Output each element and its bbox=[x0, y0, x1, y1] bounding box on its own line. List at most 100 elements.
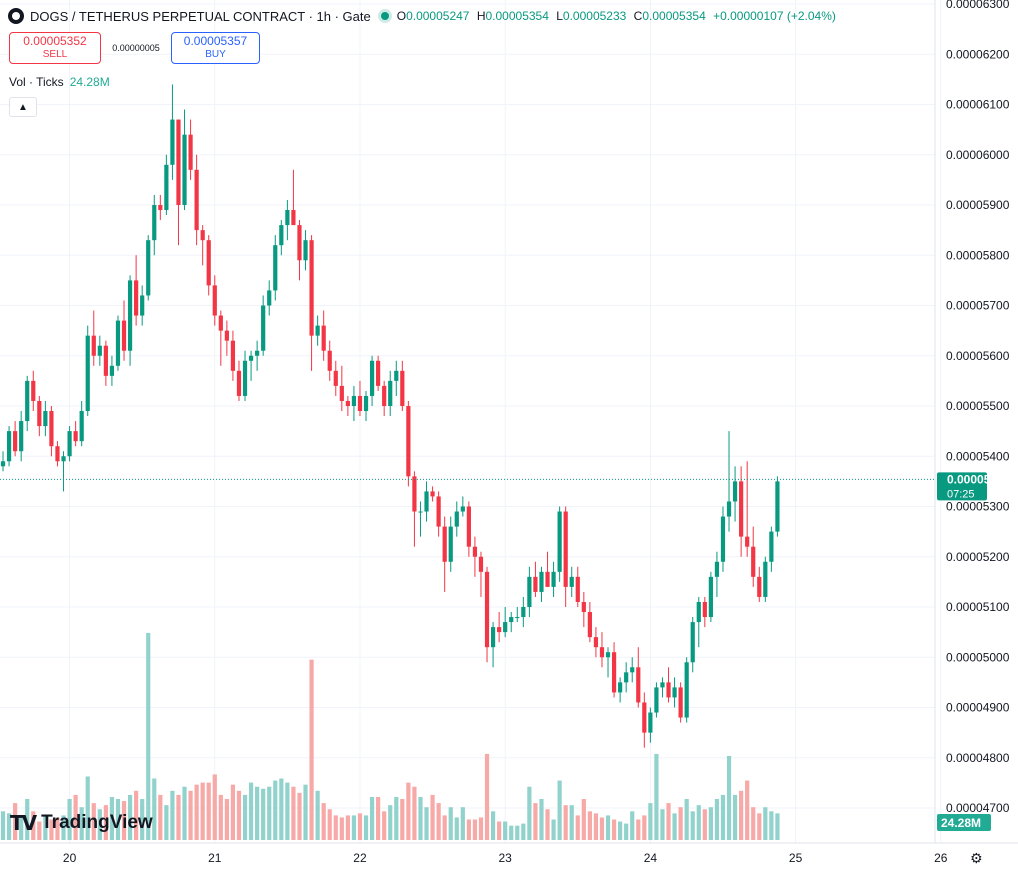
volume-bar bbox=[158, 794, 163, 840]
volume-bar bbox=[97, 809, 102, 840]
candle-body bbox=[757, 576, 762, 597]
candle bbox=[97, 335, 102, 366]
volume-bar bbox=[261, 788, 266, 840]
candle-body bbox=[279, 225, 284, 246]
volume-bar bbox=[702, 809, 707, 840]
candle-body bbox=[206, 240, 211, 286]
candle bbox=[109, 355, 115, 386]
collapse-legend-button[interactable]: ▲ bbox=[9, 97, 37, 117]
candle-body bbox=[218, 315, 223, 331]
candle-body bbox=[327, 350, 332, 371]
volume-bar bbox=[388, 805, 393, 840]
volume-legend[interactable]: Vol · Ticks 24.28M bbox=[9, 75, 110, 89]
buy-price: 0.00005357 bbox=[183, 34, 248, 48]
volume-bar bbox=[533, 803, 538, 840]
candle-body bbox=[611, 652, 617, 693]
volume-bar bbox=[19, 817, 24, 840]
candle-body bbox=[351, 395, 357, 406]
volume-bar bbox=[503, 821, 508, 840]
candle-body bbox=[382, 385, 387, 406]
candle bbox=[732, 466, 738, 522]
candle-body bbox=[61, 456, 66, 462]
candle bbox=[702, 596, 707, 628]
tradingview-logo[interactable]: TV TradingView bbox=[10, 811, 153, 835]
candle bbox=[291, 169, 296, 226]
price-tick-label: 0.00006200 bbox=[946, 47, 1010, 61]
candle bbox=[382, 380, 387, 417]
candle bbox=[140, 285, 145, 326]
candle bbox=[539, 566, 544, 602]
candle-body bbox=[702, 601, 707, 618]
candle-body bbox=[255, 350, 260, 356]
candle-body bbox=[164, 164, 169, 211]
candle bbox=[158, 194, 163, 221]
candle bbox=[43, 400, 48, 437]
time-tick-label: 20 bbox=[63, 851, 77, 865]
candle bbox=[611, 642, 617, 698]
volume-bar bbox=[678, 807, 683, 840]
candle bbox=[424, 481, 429, 522]
volume-bar bbox=[569, 805, 574, 840]
volume-bar bbox=[751, 807, 756, 840]
candle bbox=[267, 280, 272, 316]
candle-body bbox=[285, 210, 290, 226]
time-tick-label: 25 bbox=[789, 851, 803, 865]
candle-body bbox=[696, 601, 701, 623]
volume-bar bbox=[339, 817, 344, 840]
sell-button[interactable]: 0.00005352 SELL bbox=[9, 32, 101, 64]
volume-bar bbox=[127, 794, 133, 840]
volume-bar bbox=[109, 796, 115, 840]
price-tick-label: 0.00005000 bbox=[946, 650, 1010, 664]
volume-bar bbox=[636, 819, 641, 840]
candle bbox=[551, 561, 556, 597]
candle bbox=[103, 340, 108, 386]
candle-body bbox=[412, 476, 417, 512]
candle bbox=[763, 556, 768, 602]
candle bbox=[73, 421, 78, 447]
candle-body bbox=[363, 395, 369, 412]
candle-body bbox=[388, 380, 393, 406]
candle bbox=[460, 496, 465, 517]
candle bbox=[436, 491, 441, 537]
candle bbox=[678, 682, 683, 723]
candle bbox=[0, 451, 6, 472]
candle-body bbox=[406, 406, 411, 477]
candle bbox=[388, 370, 393, 417]
volume-bar bbox=[551, 819, 556, 840]
candle-body bbox=[751, 546, 756, 577]
volume-bar bbox=[236, 790, 242, 840]
candle-body bbox=[466, 506, 471, 547]
candle bbox=[363, 390, 369, 422]
candle bbox=[61, 451, 66, 492]
candle-body bbox=[267, 290, 272, 306]
spread-value: 0.00000005 bbox=[112, 43, 160, 53]
candle bbox=[666, 667, 671, 703]
volume-bar bbox=[714, 799, 720, 840]
candle-body bbox=[557, 511, 562, 572]
candle-body bbox=[291, 210, 296, 226]
candle bbox=[200, 225, 205, 266]
volume-bar bbox=[333, 815, 338, 840]
sell-price: 0.00005352 bbox=[23, 34, 87, 48]
price-tick-label: 0.00005600 bbox=[946, 349, 1010, 363]
candle bbox=[357, 380, 363, 417]
candle bbox=[236, 360, 242, 401]
candle bbox=[127, 275, 133, 366]
candle-body bbox=[146, 240, 151, 296]
buy-button[interactable]: 0.00005357 BUY bbox=[171, 32, 260, 64]
market-open-dot-icon bbox=[380, 12, 389, 20]
candle-body bbox=[618, 682, 623, 693]
volume-bar bbox=[484, 753, 490, 840]
candle bbox=[297, 220, 302, 281]
gear-icon[interactable]: ⚙ bbox=[970, 850, 983, 866]
time-tick-label: 22 bbox=[353, 851, 367, 865]
volume-bar bbox=[206, 782, 211, 840]
symbol-title[interactable]: DOGS / TETHERUS PERPETUAL CONTRACT · 1h … bbox=[30, 8, 371, 24]
volume-bar bbox=[291, 786, 296, 840]
volume-legend-value: 24.28M bbox=[69, 75, 110, 89]
volume-bar bbox=[363, 815, 369, 840]
candle-body bbox=[369, 360, 375, 396]
candle-body bbox=[545, 571, 550, 587]
close-value: 0.00005354 bbox=[642, 9, 706, 23]
